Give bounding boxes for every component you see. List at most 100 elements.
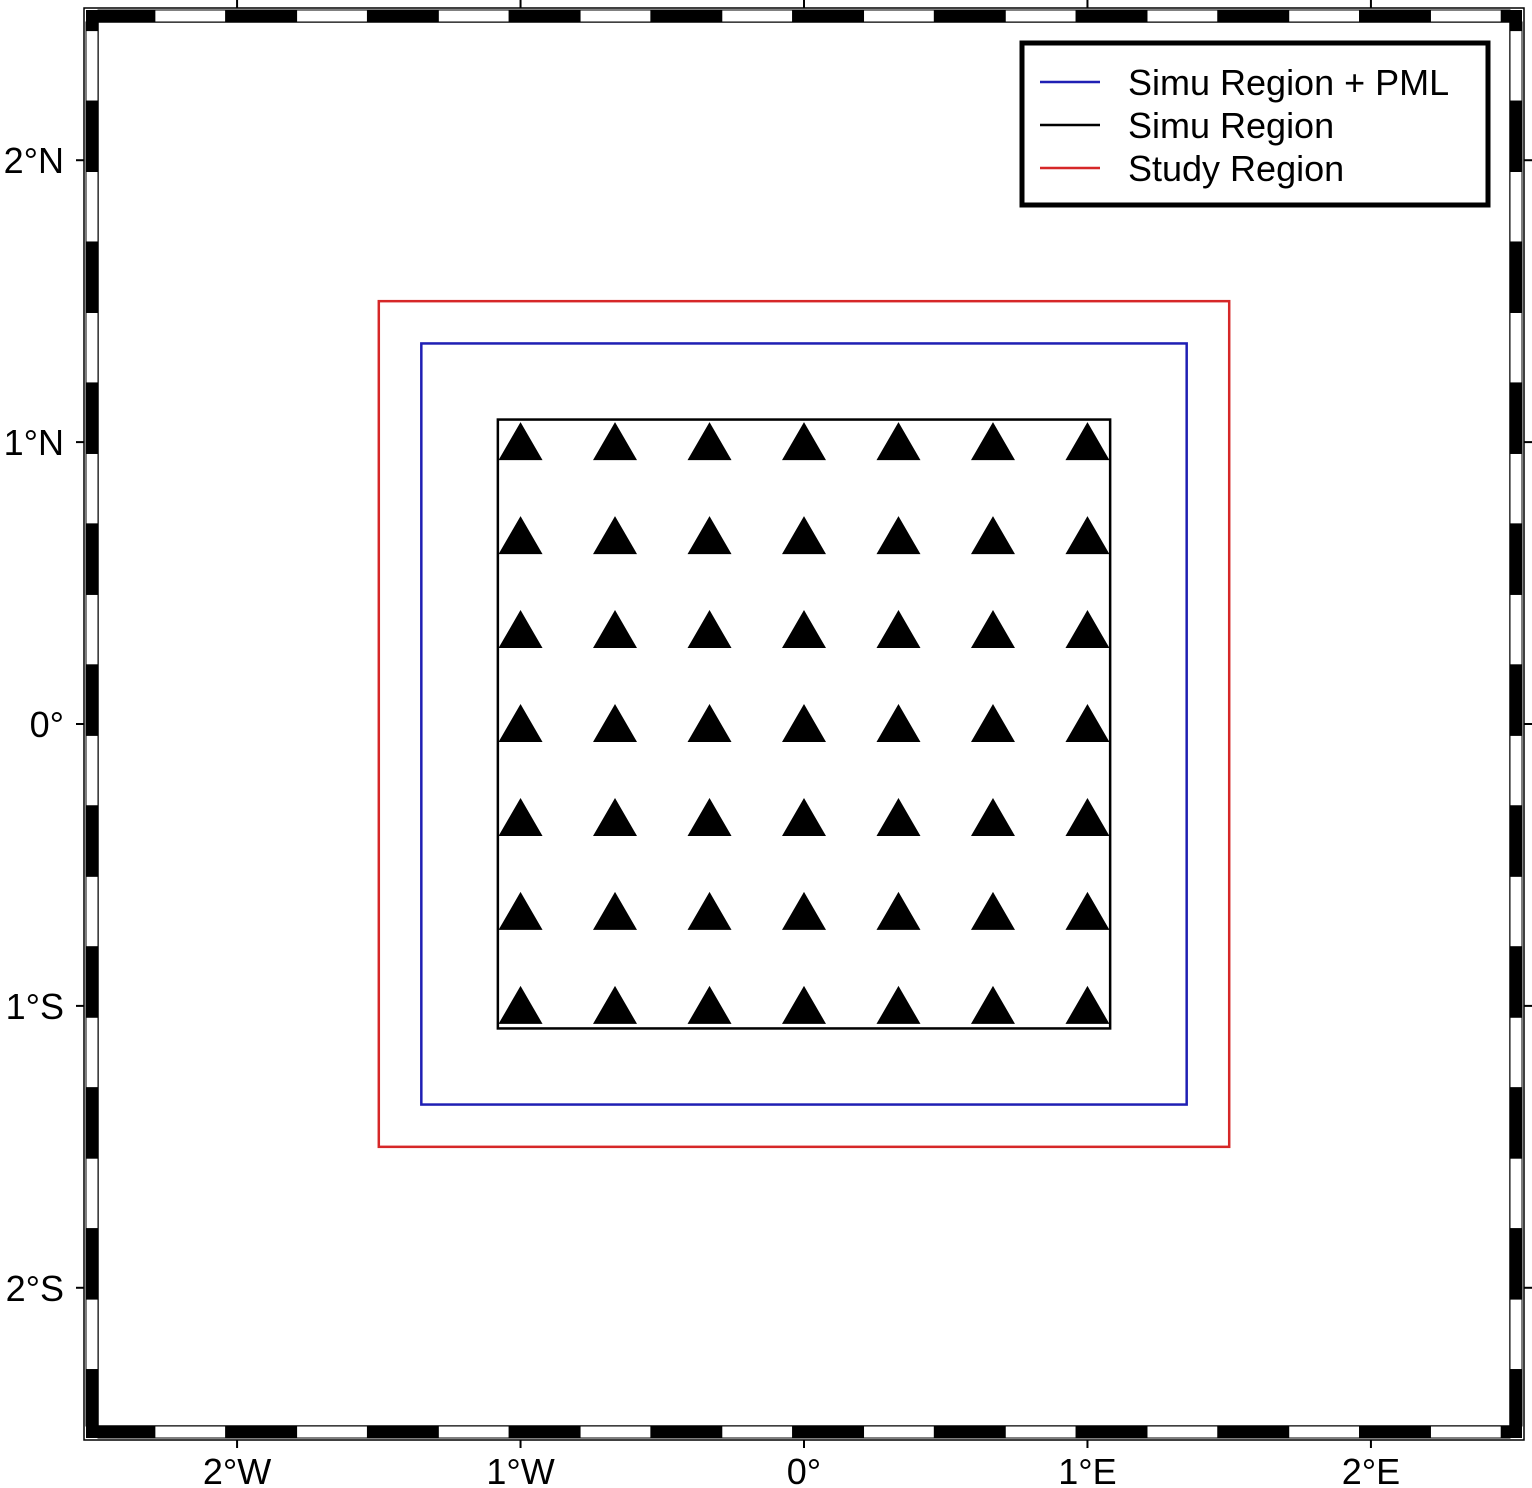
axis-ticks: 2°W 1°W 0° 1°E 2°E 2°N 1°N 0° 1°S 2°S (4, 0, 1532, 1488)
frame-segment (721, 9, 794, 23)
frame-segment (1146, 1425, 1219, 1439)
frame-segment (296, 1425, 368, 1439)
triangle-icon (1065, 985, 1110, 1024)
triangle-icon (970, 891, 1015, 930)
triangle-icon (498, 704, 543, 742)
frame-segment (933, 9, 1006, 23)
region-outlines (377, 299, 1231, 1149)
lon-tick-label: 1°W (486, 1451, 554, 1488)
frame-segment (650, 9, 723, 23)
triangle-icon (970, 516, 1015, 555)
triangle-icon (498, 516, 543, 555)
frame-segment (1146, 9, 1219, 23)
triangle-icon (782, 422, 826, 461)
frame-segment (1509, 170, 1523, 243)
triangle-icon (593, 610, 638, 649)
frame-segment (863, 1425, 935, 1439)
frame-segment (85, 875, 99, 948)
frame-segment (1217, 9, 1290, 23)
frame-segment (154, 9, 227, 23)
frame-segment (1359, 1425, 1431, 1439)
legend-label: Simu Region + PML (1128, 62, 1449, 103)
frame-segment (933, 1425, 1006, 1439)
triangle-icon (593, 422, 638, 461)
frame-segment (366, 9, 439, 23)
frame-segment (85, 1228, 99, 1300)
frame-segment (1509, 21, 1523, 32)
frame-segment (1509, 1369, 1523, 1427)
frame-segment (296, 9, 368, 23)
triangle-icon (1065, 516, 1110, 555)
frame-segment (1509, 1016, 1523, 1089)
frame-segment (85, 664, 99, 736)
frame-segment (579, 9, 652, 23)
triangle-icon (876, 797, 921, 836)
triangle-icon (782, 797, 826, 836)
frame-segment (579, 1425, 652, 1439)
triangle-icon (687, 704, 732, 742)
frame-segment (225, 9, 298, 23)
triangle-icon (1065, 891, 1110, 930)
legend-label: Simu Region (1128, 105, 1334, 146)
lon-tick-label: 2°E (1342, 1451, 1400, 1488)
lon-tick-label: 0° (787, 1451, 821, 1488)
lat-tick-label: 1°N (4, 422, 64, 463)
frame-segment (1217, 1425, 1290, 1439)
frame-segment (85, 241, 99, 313)
triangle-icon (1065, 797, 1110, 836)
lon-tick-label: 1°E (1058, 1451, 1116, 1488)
lat-tick-label: 0° (30, 704, 64, 745)
simu-region-pml-outline (420, 342, 1188, 1106)
frame-segment (650, 1425, 723, 1439)
lat-tick-label: 1°S (6, 986, 64, 1027)
frame-segment (97, 1425, 156, 1439)
triangle-icon (1065, 610, 1110, 649)
frame-segment (85, 946, 99, 1018)
triangle-icon (876, 704, 921, 742)
frame-segment (1004, 9, 1077, 23)
frame-segment (1509, 805, 1523, 877)
frame-segment (1004, 1425, 1077, 1439)
frame-corner (1510, 10, 1522, 22)
frame-segment (85, 1298, 99, 1371)
lat-tick-label: 2°N (4, 140, 64, 181)
lat-tick-label: 2°S (6, 1268, 64, 1309)
triangle-icon (593, 797, 638, 836)
frame-segment (366, 1425, 439, 1439)
frame-segment (1075, 9, 1148, 23)
triangle-icon (876, 516, 921, 555)
frame-segment (225, 1425, 298, 1439)
frame-segment (792, 1425, 865, 1439)
frame-segment (1509, 311, 1523, 384)
frame-segment (1509, 382, 1523, 454)
frame-segment (1500, 9, 1511, 23)
triangle-icon (1065, 704, 1110, 742)
frame-corner (86, 1426, 98, 1438)
map-frame (83, 7, 1525, 1441)
triangle-icon (970, 797, 1015, 836)
frame-segment (437, 1425, 510, 1439)
triangle-icon (687, 610, 732, 649)
frame-segment (1509, 1298, 1523, 1371)
triangle-icon (498, 610, 543, 649)
triangle-icon (498, 797, 543, 836)
frame-segment (85, 1157, 99, 1230)
frame-segment (1359, 9, 1431, 23)
frame-segment (1509, 593, 1523, 666)
frame-segment (1429, 9, 1502, 23)
triangle-icon (593, 516, 638, 555)
frame-segment (85, 523, 99, 595)
triangle-icon (876, 422, 921, 461)
triangle-icon (687, 516, 732, 555)
triangle-icon (593, 985, 638, 1024)
triangle-icon (876, 985, 921, 1024)
frame-segment (85, 100, 99, 172)
frame-segment (85, 1369, 99, 1427)
frame-segment (792, 9, 865, 23)
frame-segment (863, 9, 935, 23)
frame-segment (1509, 30, 1523, 102)
triangle-icon (876, 891, 921, 930)
triangle-icon (687, 891, 732, 930)
